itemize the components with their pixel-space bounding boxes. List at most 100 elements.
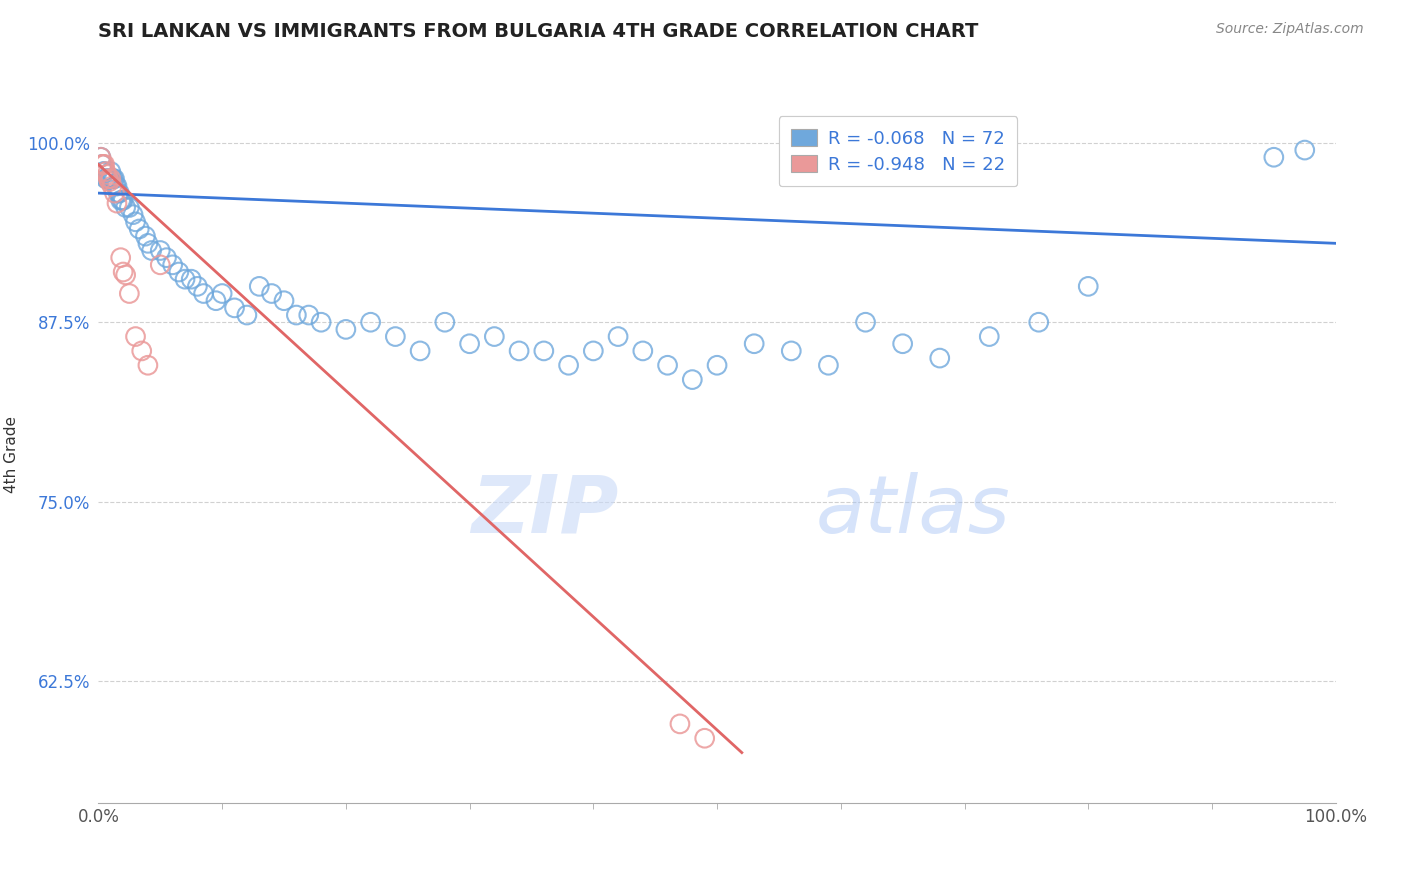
- Point: [458, 336, 481, 351]
- Point: [533, 343, 555, 358]
- Point: [193, 286, 215, 301]
- Point: [780, 343, 803, 358]
- Point: [98, 171, 121, 186]
- Point: [298, 308, 321, 322]
- Point: [979, 329, 1001, 343]
- Text: SRI LANKAN VS IMMIGRANTS FROM BULGARIA 4TH GRADE CORRELATION CHART: SRI LANKAN VS IMMIGRANTS FROM BULGARIA 4…: [98, 22, 979, 41]
- Point: [309, 315, 332, 329]
- Point: [582, 343, 605, 358]
- Point: [433, 315, 456, 329]
- Point: [557, 358, 579, 372]
- Point: [107, 186, 129, 200]
- Point: [97, 171, 120, 186]
- Point: [103, 171, 125, 186]
- Point: [1294, 143, 1316, 157]
- Point: [1263, 150, 1285, 164]
- Point: [155, 251, 177, 265]
- Point: [706, 358, 728, 372]
- Point: [285, 308, 308, 322]
- Point: [693, 731, 716, 746]
- Point: [657, 358, 679, 372]
- Point: [141, 244, 163, 258]
- Point: [110, 194, 132, 208]
- Point: [118, 286, 141, 301]
- Text: ZIP: ZIP: [471, 472, 619, 549]
- Point: [409, 343, 432, 358]
- Point: [124, 329, 146, 343]
- Point: [108, 186, 131, 200]
- Point: [149, 244, 172, 258]
- Point: [118, 201, 141, 215]
- Point: [134, 229, 156, 244]
- Point: [103, 171, 125, 186]
- Point: [631, 343, 654, 358]
- Point: [817, 358, 839, 372]
- Point: [205, 293, 228, 308]
- Point: [98, 175, 121, 189]
- Y-axis label: 4th Grade: 4th Grade: [4, 417, 18, 493]
- Point: [114, 201, 136, 215]
- Point: [149, 258, 172, 272]
- Point: [101, 178, 124, 193]
- Point: [105, 196, 128, 211]
- Point: [93, 157, 115, 171]
- Point: [122, 208, 145, 222]
- Point: [136, 236, 159, 251]
- Text: atlas: atlas: [815, 472, 1011, 549]
- Point: [112, 194, 135, 208]
- Point: [186, 279, 208, 293]
- Point: [273, 293, 295, 308]
- Point: [111, 194, 134, 208]
- Point: [91, 157, 114, 171]
- Point: [1077, 279, 1099, 293]
- Point: [112, 265, 135, 279]
- Point: [103, 186, 125, 200]
- Point: [384, 329, 406, 343]
- Point: [174, 272, 197, 286]
- Point: [94, 171, 117, 186]
- Point: [128, 222, 150, 236]
- Point: [260, 286, 283, 301]
- Point: [124, 215, 146, 229]
- Point: [96, 168, 118, 182]
- Point: [236, 308, 259, 322]
- Point: [167, 265, 190, 279]
- Point: [335, 322, 357, 336]
- Point: [101, 171, 124, 186]
- Point: [90, 150, 112, 164]
- Point: [484, 329, 506, 343]
- Point: [93, 164, 115, 178]
- Point: [162, 258, 184, 272]
- Point: [93, 157, 115, 171]
- Point: [105, 178, 128, 193]
- Point: [508, 343, 530, 358]
- Point: [93, 164, 115, 178]
- Point: [114, 268, 136, 282]
- Point: [891, 336, 914, 351]
- Point: [131, 343, 153, 358]
- Point: [928, 351, 950, 365]
- Point: [681, 373, 703, 387]
- Point: [360, 315, 382, 329]
- Point: [91, 157, 114, 171]
- Point: [90, 150, 112, 164]
- Point: [136, 358, 159, 372]
- Point: [180, 272, 202, 286]
- Point: [742, 336, 765, 351]
- Point: [100, 171, 122, 186]
- Point: [104, 178, 127, 193]
- Legend: R = -0.068   N = 72, R = -0.948   N = 22: R = -0.068 N = 72, R = -0.948 N = 22: [779, 116, 1018, 186]
- Point: [224, 301, 246, 315]
- Point: [100, 164, 122, 178]
- Point: [607, 329, 630, 343]
- Point: [211, 286, 233, 301]
- Point: [97, 171, 120, 186]
- Text: Source: ZipAtlas.com: Source: ZipAtlas.com: [1216, 22, 1364, 37]
- Point: [110, 251, 132, 265]
- Point: [669, 717, 692, 731]
- Point: [1028, 315, 1050, 329]
- Point: [247, 279, 270, 293]
- Point: [94, 164, 117, 178]
- Point: [96, 171, 118, 186]
- Point: [855, 315, 877, 329]
